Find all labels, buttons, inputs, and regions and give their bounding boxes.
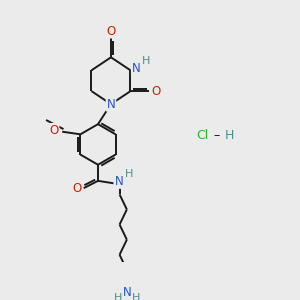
Text: O: O bbox=[106, 25, 116, 38]
Text: N: N bbox=[106, 98, 116, 111]
Text: O: O bbox=[72, 182, 81, 195]
Text: O: O bbox=[49, 124, 58, 137]
Text: H: H bbox=[132, 293, 140, 300]
Text: N: N bbox=[114, 175, 123, 188]
Text: H: H bbox=[125, 169, 134, 178]
Text: H: H bbox=[142, 56, 150, 66]
Text: N: N bbox=[122, 286, 131, 299]
Text: H: H bbox=[114, 293, 122, 300]
Text: O: O bbox=[152, 85, 160, 98]
Text: Cl: Cl bbox=[196, 129, 208, 142]
Text: H: H bbox=[225, 129, 234, 142]
Text: –: – bbox=[213, 129, 220, 142]
Text: N: N bbox=[132, 62, 141, 75]
